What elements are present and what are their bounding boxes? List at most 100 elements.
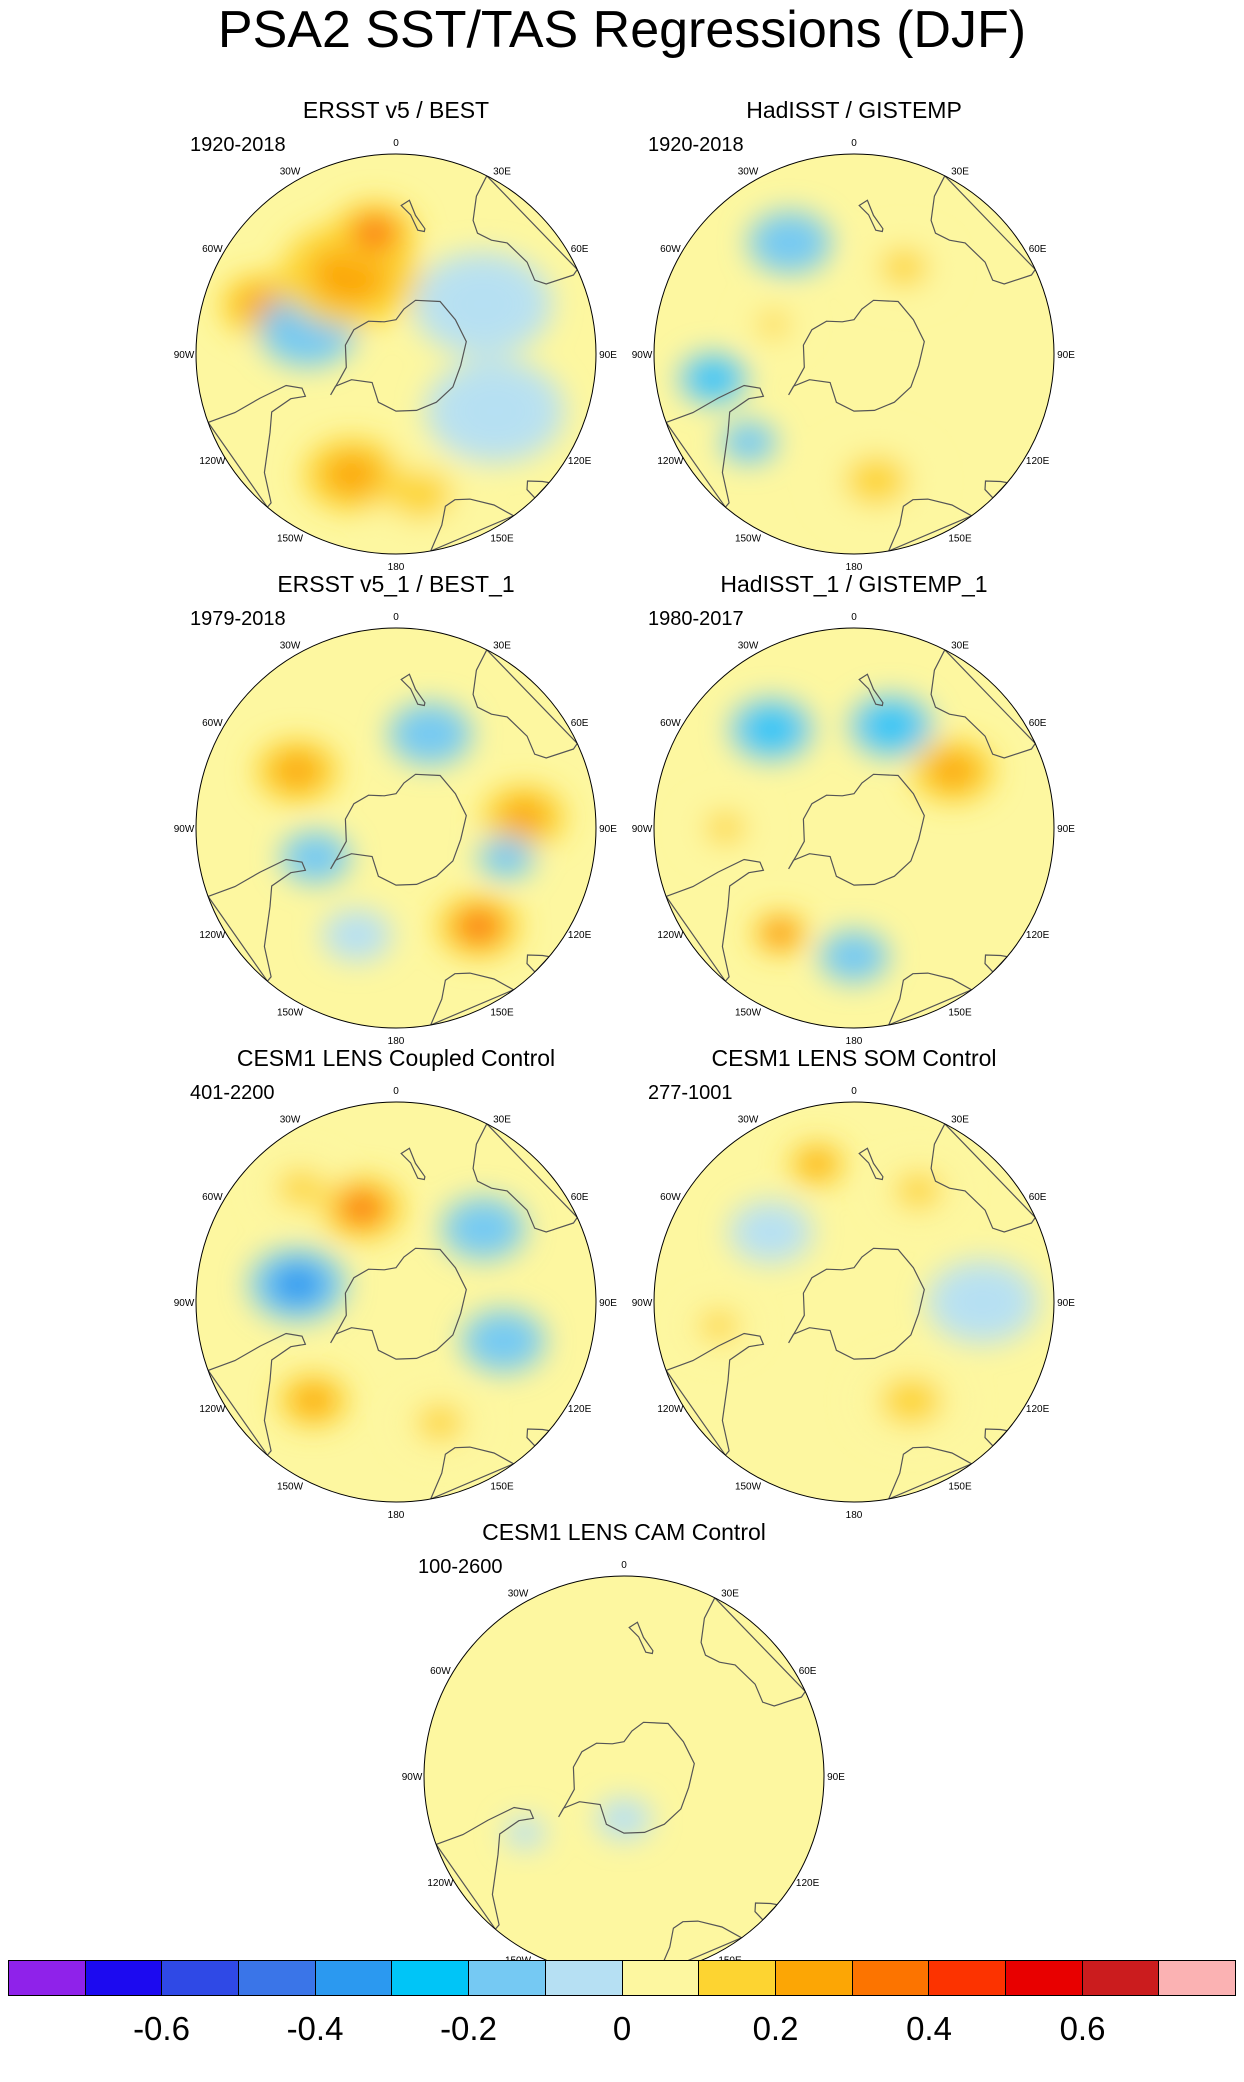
- lon-label: 90W: [174, 1298, 195, 1309]
- anomaly-core: [929, 753, 977, 789]
- lon-label: 150W: [277, 1482, 304, 1493]
- lon-label: 120E: [1026, 456, 1050, 467]
- anomaly-core: [444, 274, 522, 334]
- panel-coupled-control: CESM1 LENS Coupled Control 401-2200 0 30E…: [174, 1044, 618, 1521]
- anomaly-core: [273, 753, 321, 789]
- lon-label: 60W: [660, 1192, 681, 1203]
- lon-label: 60E: [571, 1192, 589, 1203]
- colorbar-box: [9, 1961, 86, 1995]
- lon-label: 30E: [493, 1114, 511, 1125]
- lon-label: 120E: [796, 1878, 820, 1889]
- antarctica-outline: [788, 1247, 925, 1360]
- lon-label: 30W: [738, 640, 759, 651]
- new-zealand-outline: [400, 199, 426, 233]
- new-zealand-outline: [400, 673, 426, 707]
- australia-outline: [930, 1122, 1037, 1233]
- anomaly-core: [758, 312, 789, 337]
- south-america-outline: [207, 384, 307, 509]
- lon-label: 90W: [632, 350, 653, 361]
- colorbar-box: [239, 1961, 316, 1995]
- lon-label: 150E: [490, 1008, 514, 1019]
- lon-label: 150E: [948, 1008, 972, 1019]
- lon-label: 0: [393, 138, 399, 149]
- anomaly-core: [337, 920, 377, 951]
- colorbar-tick-label: 0.2: [752, 2010, 799, 2047]
- lon-label: 90W: [632, 1298, 653, 1309]
- lon-label: 180: [388, 1036, 405, 1047]
- antarctica-outline: [558, 1721, 695, 1834]
- colorbar-tick-label: -0.2: [440, 2010, 497, 2047]
- lon-label: 150W: [277, 1008, 304, 1019]
- south-america-outline: [207, 858, 307, 983]
- anomaly-core: [456, 381, 534, 441]
- panel-ersst1-best1: ERSST v5_1 / BEST_1 1979-2018 0 30E 60E 90E…: [174, 570, 618, 1047]
- anomaly-core: [296, 842, 335, 873]
- lon-label: 120E: [1026, 930, 1050, 941]
- anomaly-layer: [504, 1797, 652, 1849]
- lon-label: 90W: [402, 1772, 423, 1783]
- lon-label: 60W: [202, 718, 223, 729]
- panel-title: HadISST / GISTEMP: [746, 97, 962, 123]
- lon-label: 180: [388, 562, 405, 573]
- map-content: [654, 154, 1054, 554]
- anomaly-core: [868, 708, 915, 744]
- australia-outline: [472, 648, 579, 759]
- colorbar-box: [392, 1961, 470, 1995]
- lon-label: 180: [846, 1036, 863, 1047]
- colorbar-tick-label: 0.6: [1059, 2010, 1106, 2047]
- lon-label: 60E: [571, 244, 589, 255]
- lon-label: 60E: [1029, 718, 1047, 729]
- africa-outline: [887, 498, 973, 553]
- map-border: [653, 153, 1055, 555]
- lon-label: 120W: [657, 456, 684, 467]
- lon-label: 30W: [738, 1114, 759, 1125]
- lon-label: 30E: [493, 640, 511, 651]
- anomaly-core: [764, 921, 796, 946]
- map-background: [424, 1576, 824, 1976]
- colorbar-boxes: [8, 1960, 1236, 1996]
- map-content: [196, 1102, 596, 1502]
- colorbar-box: [699, 1961, 776, 1995]
- anomaly-core: [748, 711, 795, 748]
- anomaly-core: [490, 845, 522, 870]
- lon-label: 60W: [202, 1192, 223, 1203]
- antarctica-outline: [788, 299, 925, 412]
- panel-hadisst1-gistemp1: HadISST_1 / GISTEMP_1 1980-2017 0 30E 60E 9…: [632, 570, 1076, 1047]
- anomaly-core: [455, 908, 502, 945]
- new-zealand-outline: [858, 673, 884, 707]
- lon-label: 30E: [951, 166, 969, 177]
- colorbar-box: [1082, 1961, 1160, 1995]
- anomaly-core: [513, 1824, 537, 1842]
- panel-hadisst-gistemp: HadISST / GISTEMP 1920-2018 0 30E 60E 90E 12…: [632, 96, 1076, 573]
- panel-period: 1920-2018: [648, 134, 744, 156]
- anomaly-core: [766, 225, 813, 261]
- australia-outline: [700, 1596, 807, 1707]
- lon-label: 60W: [660, 244, 681, 255]
- antarctica-outline: [330, 773, 467, 886]
- lon-label: 120E: [568, 1404, 592, 1415]
- map-border: [195, 153, 597, 555]
- map-border: [195, 627, 597, 1029]
- lon-label: 150E: [948, 1482, 972, 1493]
- colorbar-box: [929, 1961, 1006, 1995]
- anomaly-core: [880, 249, 928, 286]
- lon-label: 150W: [735, 534, 762, 545]
- lon-label: 90E: [1057, 824, 1075, 835]
- panel-title: CESM1 LENS Coupled Control: [236, 1045, 556, 1071]
- anomaly-core: [460, 1210, 507, 1247]
- colorbar-tick-label: -0.4: [286, 2010, 344, 2047]
- colorbar-labels: -0.6 -0.4 -0.2 0 0.2 0.4 0.6: [8, 2010, 1236, 2050]
- lon-label: 0: [393, 612, 399, 623]
- lon-label: 90E: [827, 1772, 845, 1783]
- panel-period: 1979-2018: [190, 608, 286, 630]
- anomaly-core: [880, 1377, 942, 1425]
- lon-label: 90W: [632, 824, 653, 835]
- lon-label: 90E: [1057, 350, 1075, 361]
- panel-period: 277-1001: [648, 1082, 733, 1104]
- anomaly-core: [390, 471, 452, 519]
- lon-label: 150W: [277, 534, 304, 545]
- africa-outline: [887, 1446, 973, 1501]
